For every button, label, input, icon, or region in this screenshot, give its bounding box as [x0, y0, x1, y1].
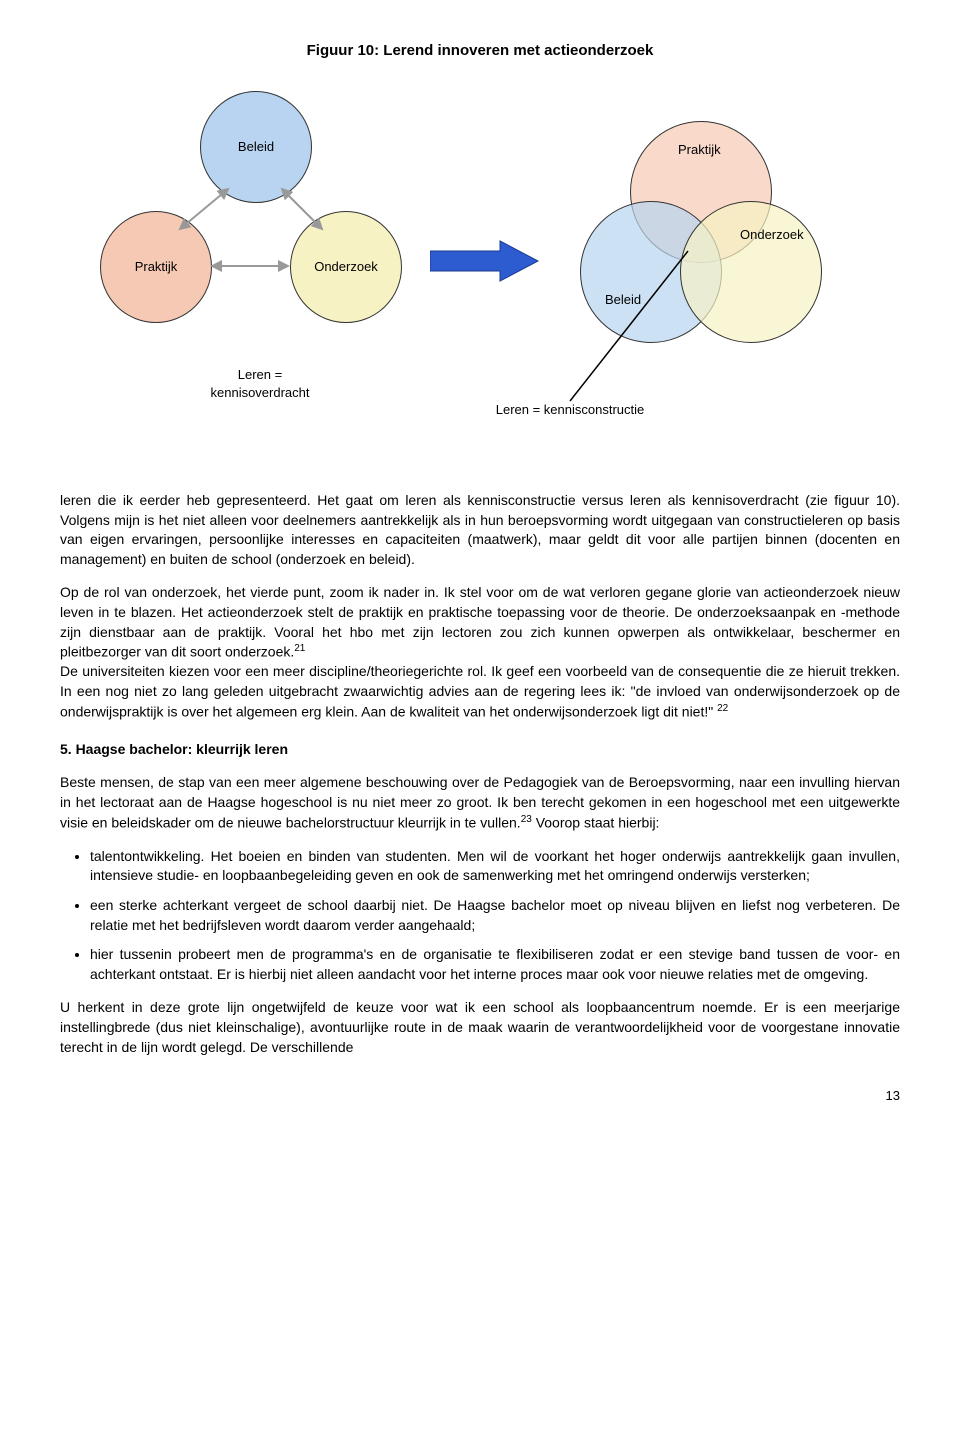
left-top-circle: Beleid — [200, 91, 312, 203]
right-top-label: Praktijk — [678, 141, 721, 159]
paragraph-3: Beste mensen, de stap van een meer algem… — [60, 773, 900, 832]
diagram: Beleid Praktijk Onderzoek Praktijk Belei… — [60, 81, 900, 461]
left-right-label: Onderzoek — [314, 258, 378, 276]
caption-left: Leren = kennisoverdracht — [180, 366, 340, 402]
page-number: 13 — [60, 1087, 900, 1105]
figure-title: Figuur 10: Lerend innoveren met actieond… — [60, 40, 900, 61]
p3-part-a: Beste mensen, de stap van een meer algem… — [60, 774, 900, 830]
p3-part-b: Voorop staat hierbij: — [532, 814, 660, 830]
bullet-item-3: hier tussenin probeert men de programma'… — [90, 945, 900, 984]
footnote-ref-23: 23 — [521, 814, 532, 825]
left-top-label: Beleid — [238, 138, 274, 156]
bullet-list: talentontwikkeling. Het boeien en binden… — [90, 847, 900, 985]
big-arrow — [430, 236, 540, 286]
left-left-circle: Praktijk — [100, 211, 212, 323]
footnote-ref-22: 22 — [717, 703, 728, 714]
footnote-ref-21: 21 — [294, 643, 305, 654]
bullet-item-1: talentontwikkeling. Het boeien en binden… — [90, 847, 900, 886]
left-left-label: Praktijk — [135, 258, 178, 276]
p2-part-b: De universiteiten kiezen voor een meer d… — [60, 663, 900, 719]
right-right-circle — [680, 201, 822, 343]
paragraph-2: Op de rol van onderzoek, het vierde punt… — [60, 583, 900, 721]
right-left-label: Beleid — [605, 291, 641, 309]
right-right-label: Onderzoek — [740, 226, 804, 244]
section-heading: 5. Haagse bachelor: kleurrijk leren — [60, 740, 900, 760]
paragraph-4: U herkent in deze grote lijn ongetwijfel… — [60, 998, 900, 1057]
bullet-item-2: een sterke achterkant vergeet de school … — [90, 896, 900, 935]
left-right-circle: Onderzoek — [290, 211, 402, 323]
paragraph-1: leren die ik eerder heb gepresenteerd. H… — [60, 491, 900, 569]
caption-right: Leren = kennisconstructie — [460, 401, 680, 419]
p2-part-a: Op de rol van onderzoek, het vierde punt… — [60, 584, 900, 659]
